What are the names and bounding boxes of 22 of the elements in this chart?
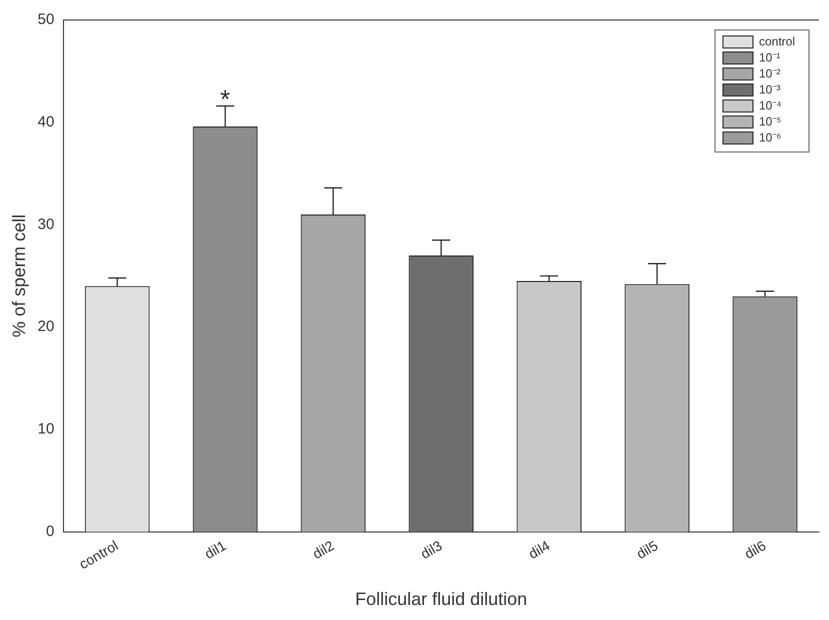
annotation: * xyxy=(220,84,230,114)
y-tick-label: 50 xyxy=(38,11,54,28)
x-tick-label: dil2 xyxy=(310,537,337,562)
y-tick-label: 40 xyxy=(38,114,54,131)
x-tick-label: dil4 xyxy=(526,537,553,562)
legend-label: 10⁻³ xyxy=(758,82,780,96)
x-tick-label: dil6 xyxy=(742,537,769,562)
y-tick-label: 0 xyxy=(46,522,54,540)
y-tick-label: 20 xyxy=(38,318,54,336)
legend-label: 10⁻² xyxy=(758,66,780,80)
x-axis-title: Follicular fluid dilution xyxy=(355,589,528,610)
x-tick-label: dil5 xyxy=(634,537,661,562)
legend-label: 10⁻⁶ xyxy=(758,130,782,144)
legend-label: 10⁻¹ xyxy=(758,50,780,64)
legend-label: 10⁻⁵ xyxy=(758,114,782,128)
y-axis-title: % of sperm cell xyxy=(8,214,29,338)
x-tick-label: dil3 xyxy=(418,537,445,562)
legend-label: 10⁻⁴ xyxy=(758,98,782,112)
legend-label: control xyxy=(758,34,796,48)
y-tick-label: 10 xyxy=(38,420,54,438)
x-tick-label: dil1 xyxy=(202,537,229,562)
y-tick-label: 30 xyxy=(38,216,54,233)
